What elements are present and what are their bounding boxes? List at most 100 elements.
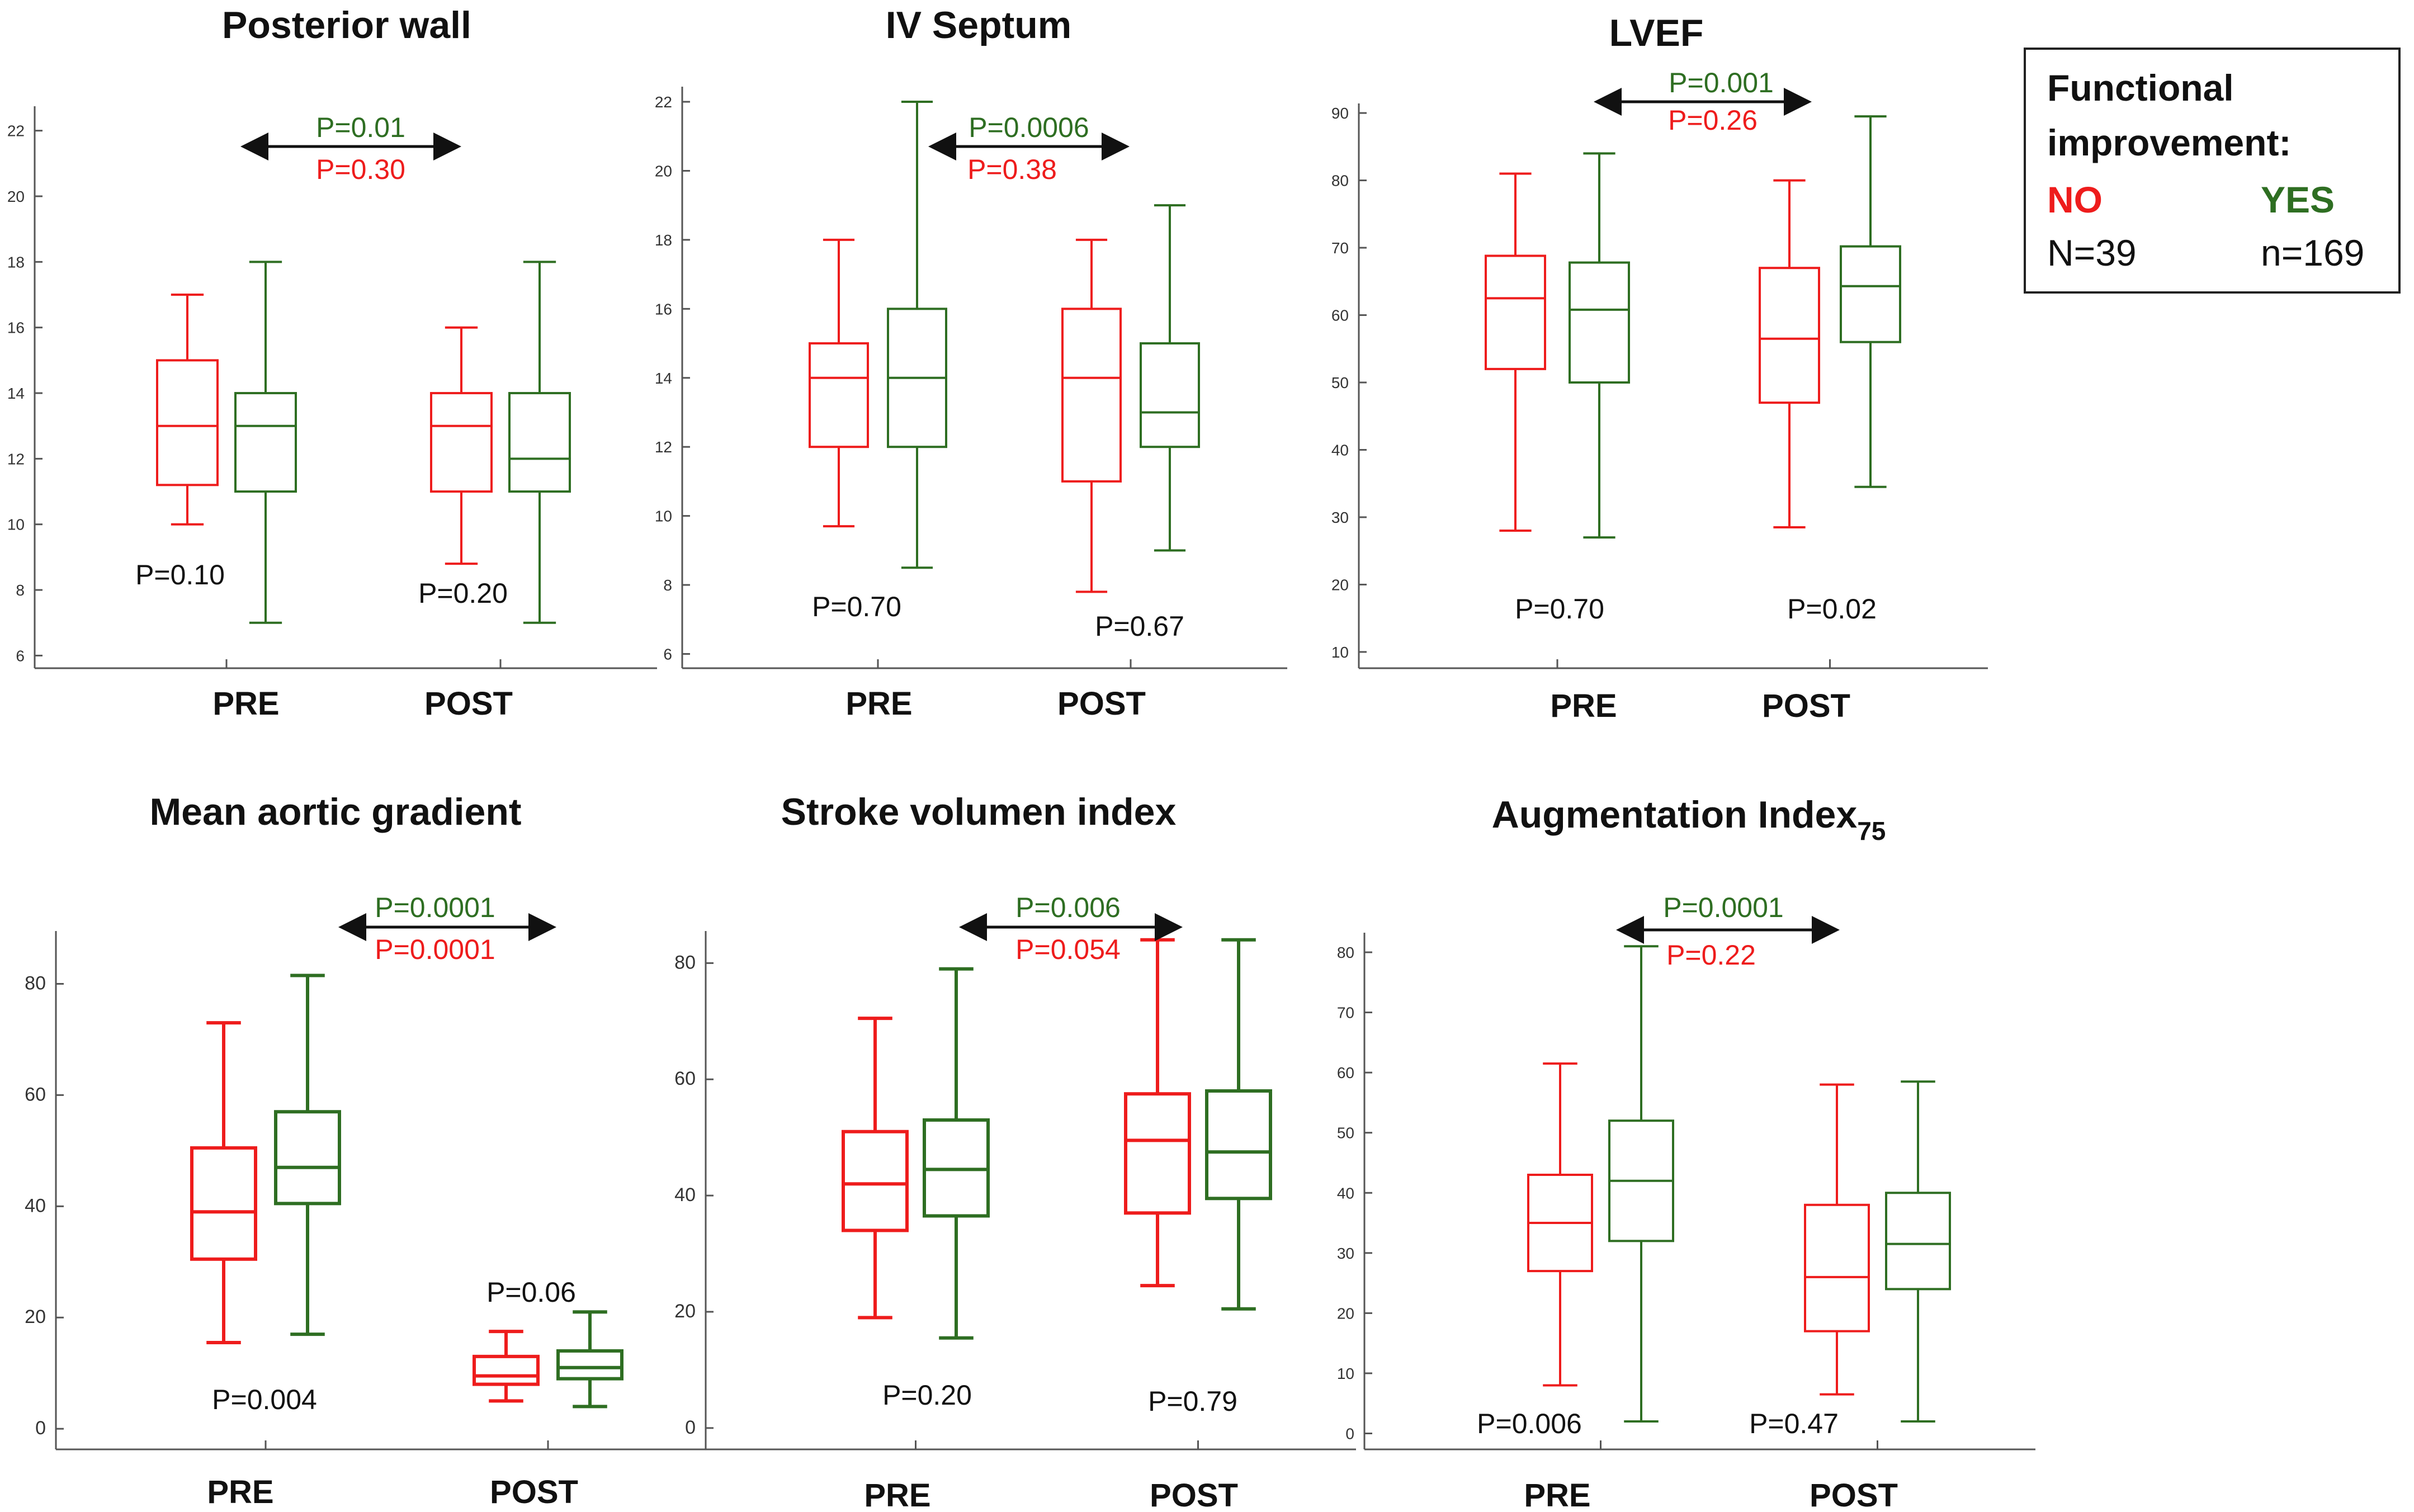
box-no-pre bbox=[1527, 1062, 1593, 1387]
between-group-p-value: P=0.006 bbox=[1477, 1408, 1582, 1439]
y-tick-label: 70 bbox=[1331, 239, 1349, 257]
between-group-p-value: P=0.67 bbox=[1095, 611, 1184, 642]
box-yes-post bbox=[1840, 115, 1901, 488]
chart-title: Augmentation Index75 bbox=[1492, 793, 1886, 845]
box-yes-pre bbox=[1569, 152, 1630, 539]
x-category-label: POST bbox=[1150, 1477, 1238, 1512]
panel-5: Stroke volumen index 0 20 40 60 80 PRE POST P=0.… bbox=[674, 791, 1356, 1512]
box-yes-post bbox=[1140, 204, 1200, 552]
box-no-pre bbox=[809, 238, 869, 528]
iqr-box bbox=[842, 1130, 909, 1232]
y-tick-label: 50 bbox=[1331, 374, 1349, 391]
iqr-box bbox=[1485, 254, 1546, 370]
iqr-box bbox=[473, 1354, 540, 1386]
yes-pre-post-p-value: P=0.006 bbox=[1015, 892, 1121, 923]
x-category-label: PRE bbox=[864, 1477, 930, 1512]
iqr-box bbox=[234, 392, 297, 493]
y-tick-label: 16 bbox=[7, 319, 25, 337]
between-group-p-value: P=0.004 bbox=[212, 1384, 317, 1415]
iqr-box bbox=[508, 392, 571, 493]
between-group-p-value: P=0.47 bbox=[1749, 1408, 1839, 1439]
legend-no-count: N=39 bbox=[2047, 232, 2137, 273]
x-category-label: POST bbox=[1057, 686, 1146, 722]
x-category-label: PRE bbox=[207, 1474, 273, 1510]
no-pre-post-p-value: P=0.0001 bbox=[375, 934, 495, 965]
no-pre-post-p-value: P=0.30 bbox=[316, 154, 405, 185]
legend-title-line2: improvement: bbox=[2047, 122, 2292, 163]
box-yes-post bbox=[556, 1310, 623, 1409]
no-pre-post-p-value: P=0.26 bbox=[1668, 105, 1758, 136]
between-group-p-value: P=0.79 bbox=[1148, 1386, 1237, 1417]
y-tick-label: 70 bbox=[1337, 1004, 1354, 1022]
iqr-box bbox=[1840, 245, 1901, 343]
between-group-p-value: P=0.70 bbox=[812, 591, 901, 622]
y-tick-label: 18 bbox=[7, 253, 25, 271]
y-tick-label: 16 bbox=[655, 300, 672, 318]
y-tick-label: 6 bbox=[663, 645, 672, 663]
box-yes-pre bbox=[1608, 945, 1674, 1423]
y-tick-label: 60 bbox=[25, 1084, 46, 1105]
iqr-box bbox=[556, 1349, 623, 1381]
panel-6: Augmentation Index75 0 10 20 30 40 50 60 70 80 PRE… bbox=[1337, 793, 2035, 1512]
y-tick-label: 22 bbox=[655, 93, 672, 111]
legend-yes-label: YES bbox=[2261, 179, 2335, 220]
y-tick-label: 0 bbox=[35, 1418, 46, 1439]
panel-2: IV Septum 6 8 10 12 14 16 18 20 22 PRE POST P=0.70 P=… bbox=[655, 4, 1287, 722]
iqr-box bbox=[1140, 342, 1200, 448]
between-group-p-value: P=0.02 bbox=[1787, 593, 1877, 625]
x-category-label: PRE bbox=[212, 686, 279, 722]
iqr-box bbox=[1804, 1203, 1870, 1333]
chart-title: Posterior wall bbox=[222, 4, 471, 46]
y-tick-label: 8 bbox=[663, 577, 672, 594]
legend-yes-count: n=169 bbox=[2261, 232, 2365, 273]
y-tick-label: 90 bbox=[1331, 105, 1349, 122]
y-tick-label: 10 bbox=[1331, 644, 1349, 661]
y-tick-label: 40 bbox=[25, 1195, 46, 1216]
y-tick-label: 12 bbox=[7, 450, 25, 467]
y-tick-label: 20 bbox=[674, 1301, 696, 1322]
iqr-box bbox=[1124, 1092, 1191, 1215]
no-pre-post-p-value: P=0.054 bbox=[1015, 934, 1121, 965]
yes-pre-post-p-value: P=0.0001 bbox=[375, 892, 495, 923]
legend: Functional improvement: NO YES N=39 n=16… bbox=[2024, 48, 2401, 294]
x-category-label: PRE bbox=[1550, 688, 1617, 724]
y-tick-label: 18 bbox=[655, 231, 672, 249]
chart-title: Mean aortic gradient bbox=[149, 791, 521, 833]
iqr-box bbox=[1061, 308, 1122, 483]
y-tick-label: 30 bbox=[1337, 1245, 1354, 1262]
legend-no-label: NO bbox=[2047, 179, 2103, 220]
y-tick-label: 14 bbox=[655, 370, 672, 387]
x-category-label: PRE bbox=[845, 686, 912, 722]
y-tick-label: 14 bbox=[7, 385, 25, 402]
box-no-post bbox=[1759, 179, 1820, 529]
box-no-post bbox=[473, 1330, 540, 1403]
y-tick-label: 22 bbox=[7, 122, 25, 140]
y-tick-label: 80 bbox=[674, 952, 696, 973]
y-tick-label: 20 bbox=[25, 1306, 46, 1327]
iqr-box bbox=[1205, 1089, 1272, 1201]
y-tick-label: 40 bbox=[1331, 441, 1349, 459]
iqr-box bbox=[1885, 1192, 1951, 1291]
y-tick-label: 10 bbox=[7, 516, 25, 533]
x-category-label: POST bbox=[1762, 688, 1850, 724]
no-pre-post-p-value: P=0.22 bbox=[1666, 939, 1756, 971]
y-tick-label: 20 bbox=[1331, 576, 1349, 593]
box-yes-pre bbox=[923, 967, 990, 1340]
y-tick-label: 80 bbox=[1331, 172, 1349, 190]
iqr-box bbox=[1759, 267, 1820, 404]
yes-pre-post-p-value: P=0.0001 bbox=[1663, 892, 1783, 923]
iqr-box bbox=[156, 359, 219, 486]
y-tick-label: 80 bbox=[1337, 944, 1354, 961]
y-tick-label: 12 bbox=[655, 438, 672, 456]
y-tick-label: 20 bbox=[655, 162, 672, 179]
y-tick-label: 50 bbox=[1337, 1124, 1354, 1142]
between-group-p-value: P=0.10 bbox=[135, 559, 225, 590]
panel-4: Mean aortic gradient 0 20 40 60 80 PRE POST P=0.… bbox=[25, 791, 707, 1510]
yes-pre-post-p-value: P=0.001 bbox=[1669, 67, 1774, 98]
box-no-pre bbox=[1485, 172, 1546, 532]
box-yes-post bbox=[508, 261, 571, 624]
box-no-pre bbox=[842, 1017, 909, 1320]
y-tick-label: 60 bbox=[1337, 1064, 1354, 1081]
between-group-p-value: P=0.70 bbox=[1515, 593, 1604, 625]
